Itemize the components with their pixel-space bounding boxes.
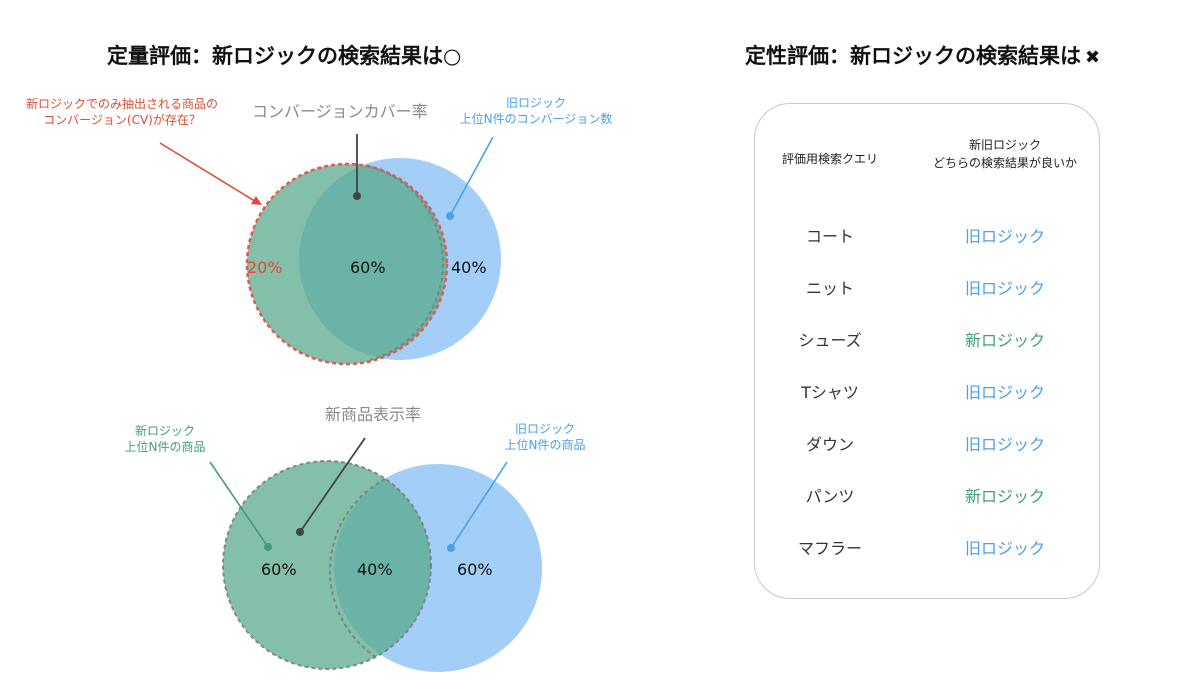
table-row: マフラー 旧ロジック (755, 535, 1101, 565)
table-row: パンツ 新ロジック (755, 483, 1101, 513)
cross-mark-icon: ✖ (1085, 47, 1101, 68)
red-annotation-line-1: 新ロジックでのみ抽出される商品の (25, 97, 218, 111)
venn-diagrams (159, 134, 542, 672)
top-blue-annotation-line-2: 上位N件のコンバージョン数 (459, 112, 613, 127)
red-annotation-line-2: コンバージョン(CV)が存在？ (43, 113, 201, 128)
qual-title-text: 定性評価：新ロジックの検索結果は (745, 44, 1081, 68)
bottom-venn-blue-outline (329, 478, 386, 658)
bottom-pct-left: 60% (261, 560, 297, 579)
bottom-label-dot (296, 528, 304, 536)
result-cell: 新ロジック (964, 487, 1045, 506)
bottom-venn-green-circle (223, 461, 431, 669)
green-annotation-line-1: 新ロジック (134, 424, 195, 438)
green-leader-dot (264, 543, 272, 551)
table-row: ニット 旧ロジック (755, 275, 1101, 305)
header-result-line-1: 新旧ロジック (968, 138, 1041, 152)
bottom-blue-leader (450, 461, 508, 549)
red-arrow-line (159, 142, 259, 204)
result-cell: 旧ロジック (964, 383, 1045, 402)
result-cell: 旧ロジック (964, 435, 1045, 454)
header-query: 評価用検索クエリ (781, 152, 878, 166)
bottom-label-leader (299, 437, 366, 533)
top-venn-center-label: コンバージョンカバー率 (252, 102, 428, 121)
table-row: シューズ 新ロジック (755, 327, 1101, 357)
bottom-pct-right: 60% (457, 560, 493, 579)
top-blue-annotation: 旧ロジック 上位N件のコンバージョン数 (448, 95, 624, 127)
table-row: Tシャツ 旧ロジック (755, 379, 1101, 409)
query-cell: Tシャツ (801, 383, 859, 402)
evaluation-table: 評価用検索クエリ 新旧ロジック どちらの検索結果が良いか コート 旧ロジック ニ… (754, 103, 1100, 599)
table-row: コート 旧ロジック (755, 223, 1101, 253)
query-cell: ニット (805, 279, 854, 298)
top-venn-green-outline (245, 162, 449, 366)
result-cell: 旧ロジック (964, 539, 1045, 558)
top-blue-annotation-line-1: 旧ロジック (505, 96, 566, 110)
table-row: ダウン 旧ロジック (755, 431, 1101, 461)
bottom-blue-annotation: 旧ロジック 上位N件の商品 (490, 421, 600, 453)
query-cell: コート (805, 227, 854, 246)
green-annotation-line-2: 上位N件の商品 (124, 440, 206, 455)
top-blue-dot (446, 212, 454, 220)
top-pct-left: 20% (247, 258, 283, 277)
bottom-venn-center-label: 新商品表示率 (325, 405, 422, 424)
result-cell: 旧ロジック (964, 227, 1045, 246)
bottom-blue-annotation-line-1: 旧ロジック (514, 422, 575, 436)
top-blue-leader (449, 136, 494, 217)
quant-title: 定量評価：新ロジックの検索結果は○ (107, 44, 462, 68)
top-label-dot (353, 192, 361, 200)
header-result: 新旧ロジック どちらの検索結果が良いか (923, 136, 1087, 172)
query-cell: マフラー (797, 539, 862, 558)
top-pct-center: 60% (350, 258, 386, 277)
bottom-venn-green-outline (222, 460, 432, 670)
query-cell: パンツ (805, 487, 855, 506)
green-annotation: 新ロジック 上位N件の商品 (110, 423, 220, 455)
green-leader (209, 461, 269, 548)
top-pct-right: 40% (451, 258, 487, 277)
qual-title: 定性評価：新ロジックの検索結果は ✖ (745, 40, 1100, 70)
result-cell: 旧ロジック (964, 279, 1045, 298)
query-cell: シューズ (798, 331, 862, 350)
query-cell: ダウン (805, 435, 854, 454)
red-annotation: 新ロジックでのみ抽出される商品の コンバージョン(CV)が存在？ (8, 96, 236, 128)
bottom-venn (209, 437, 542, 672)
bottom-blue-dot (447, 544, 455, 552)
red-arrow-head (251, 196, 262, 205)
top-venn (159, 134, 501, 366)
bottom-blue-annotation-line-2: 上位N件の商品 (504, 438, 586, 453)
result-cell: 新ロジック (964, 331, 1045, 350)
top-venn-green-circle (247, 164, 447, 364)
header-result-line-2: どちらの検索結果が良いか (932, 156, 1077, 170)
bottom-pct-center: 40% (357, 560, 393, 579)
